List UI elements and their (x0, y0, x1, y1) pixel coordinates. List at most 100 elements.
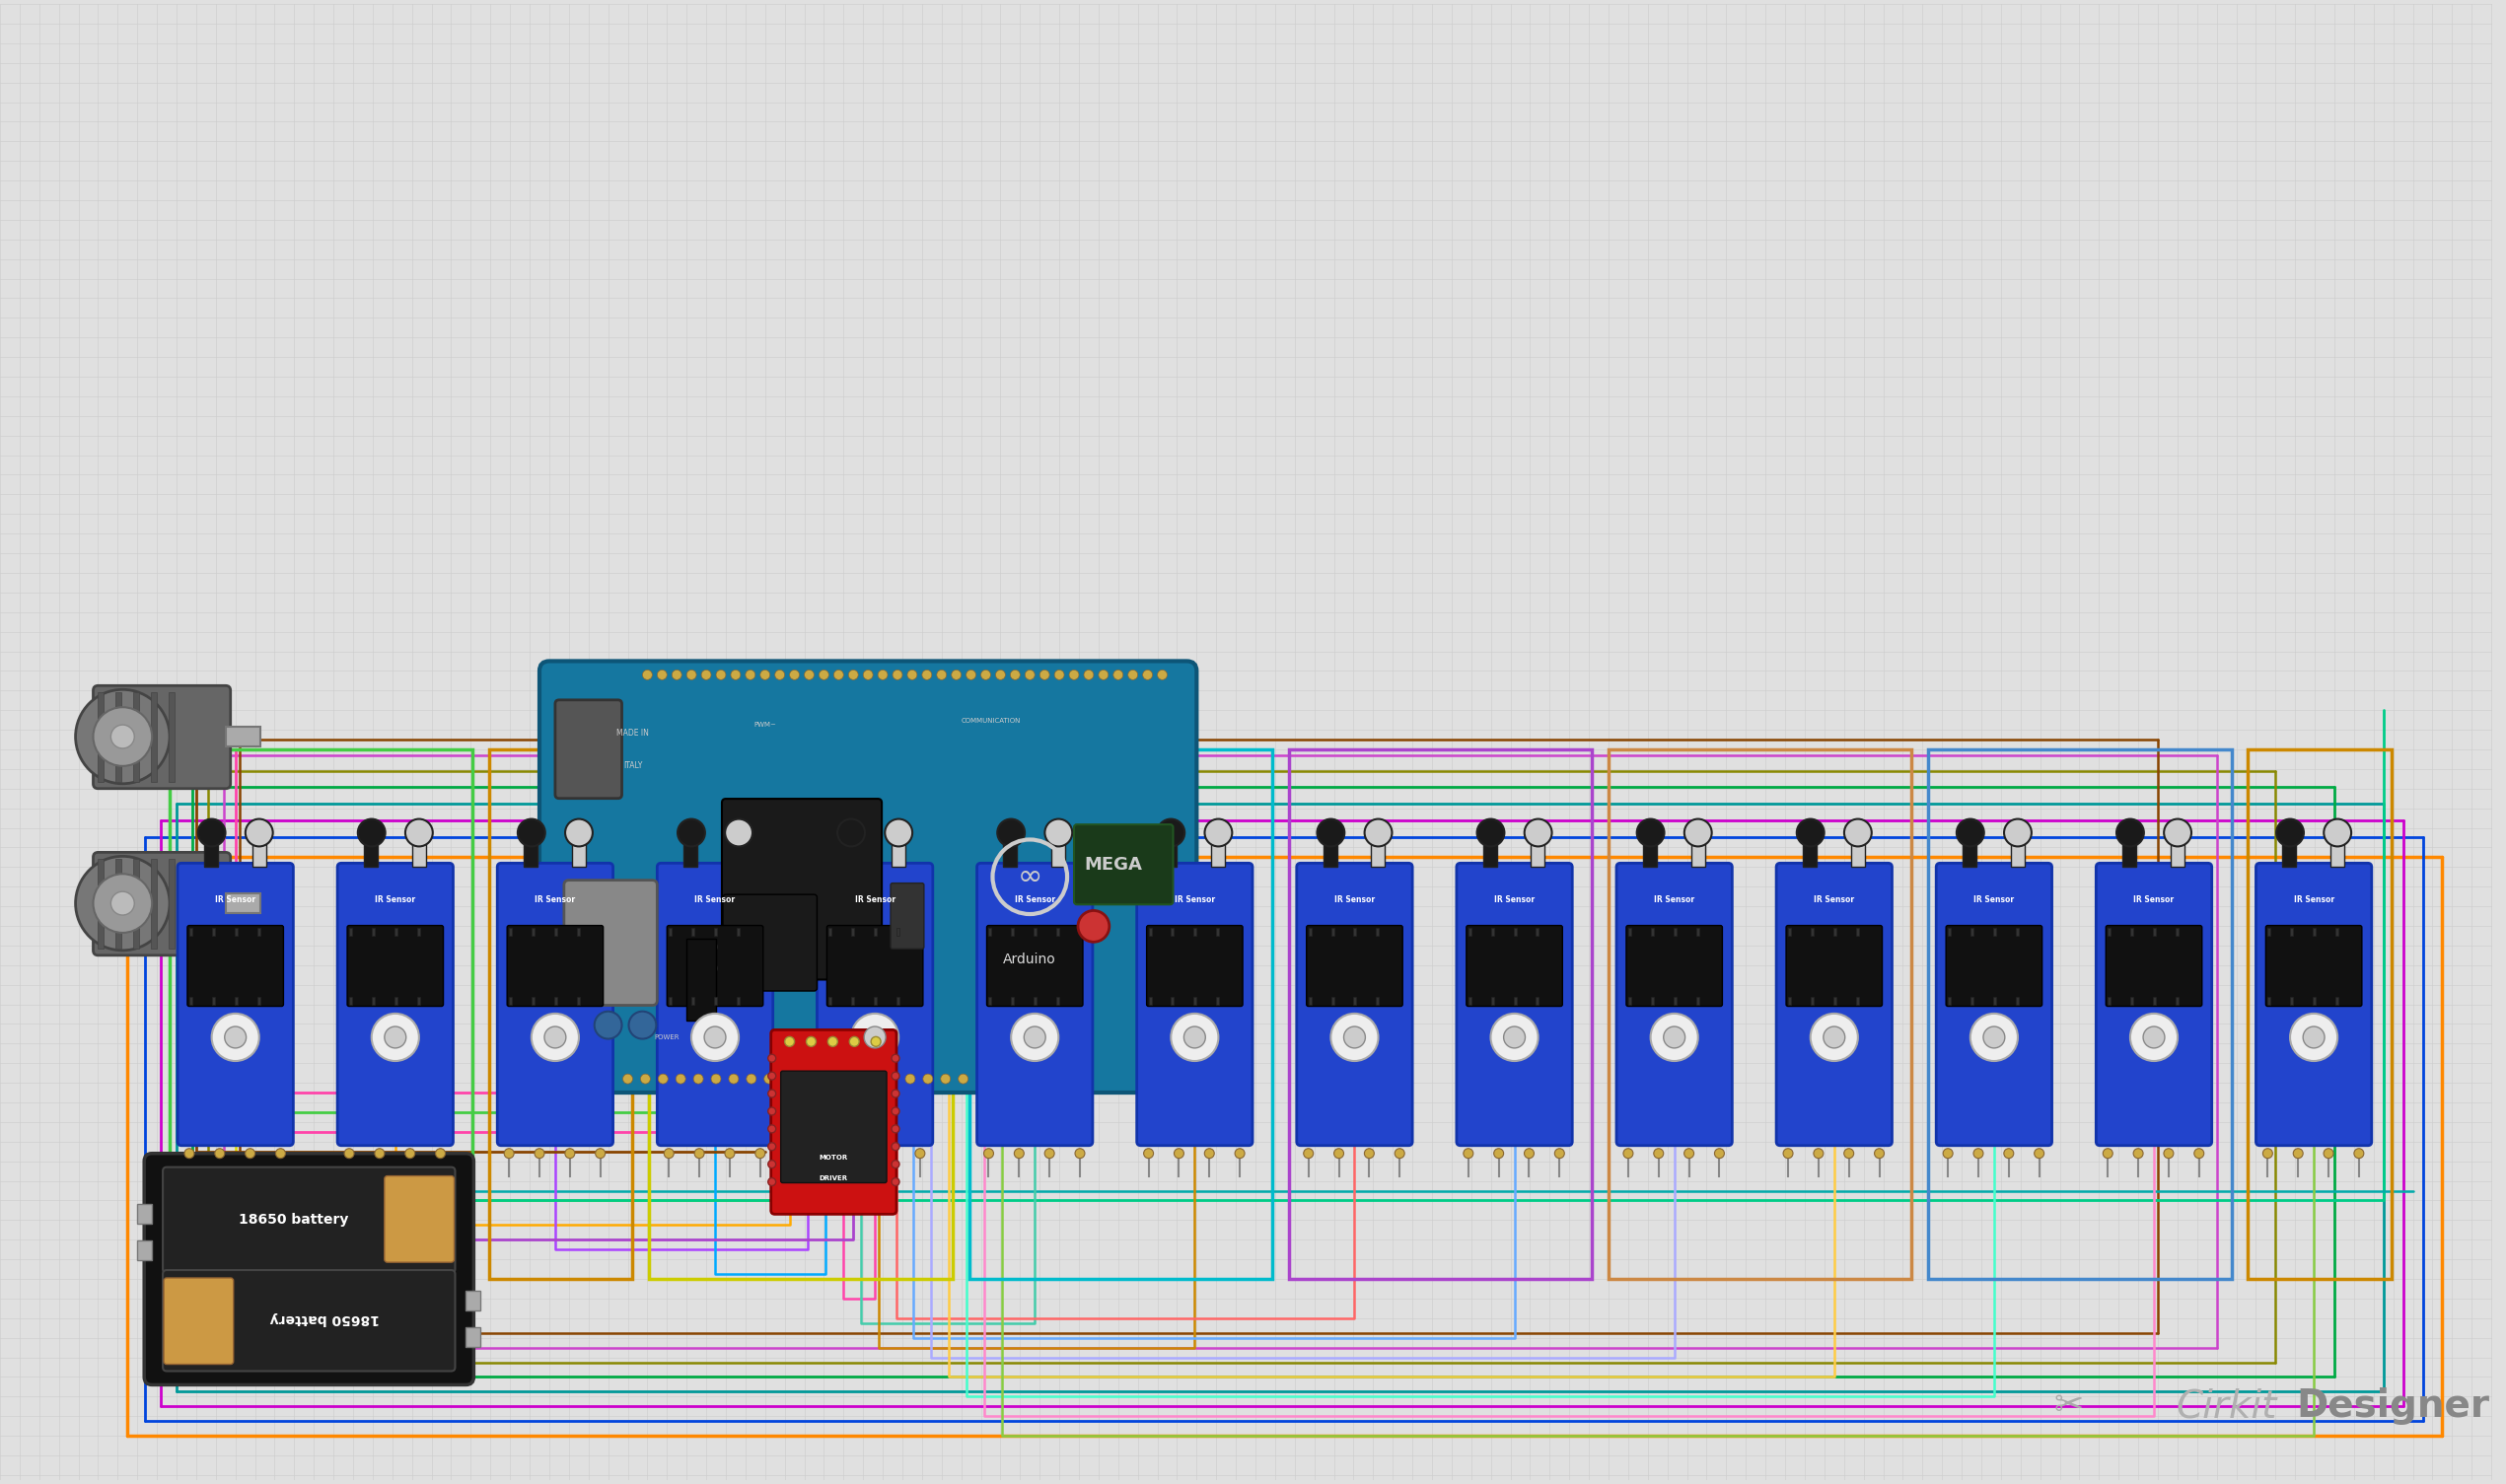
Bar (2130, 928, 2133, 935)
Circle shape (1055, 669, 1065, 680)
Bar (1491, 928, 1494, 935)
Circle shape (1809, 1014, 1857, 1061)
Circle shape (717, 669, 727, 680)
Circle shape (1015, 1149, 1025, 1159)
Circle shape (1491, 1014, 1539, 1061)
Circle shape (2293, 1149, 2303, 1159)
Circle shape (784, 1037, 794, 1046)
Circle shape (672, 669, 682, 680)
Circle shape (907, 669, 917, 680)
Circle shape (93, 874, 153, 933)
Bar (2015, 996, 2017, 1005)
FancyBboxPatch shape (93, 686, 231, 788)
Text: 18650 battery: 18650 battery (271, 1312, 378, 1325)
Bar (2153, 996, 2155, 1005)
Circle shape (2103, 1149, 2113, 1159)
Bar (489, 749, 632, 1279)
Circle shape (1524, 1149, 1534, 1159)
Circle shape (1158, 669, 1168, 680)
Circle shape (732, 669, 742, 680)
Circle shape (1205, 1149, 1215, 1159)
Circle shape (747, 1074, 757, 1083)
Circle shape (519, 819, 546, 846)
Bar (669, 928, 672, 935)
Circle shape (1982, 1027, 2005, 1048)
Bar (1692, 837, 1704, 867)
Bar (1970, 996, 1972, 1005)
Circle shape (216, 1149, 226, 1159)
Circle shape (915, 1149, 925, 1159)
Circle shape (687, 669, 697, 680)
Circle shape (276, 1149, 286, 1159)
FancyBboxPatch shape (722, 895, 817, 991)
Bar (1927, 749, 2230, 1279)
Circle shape (1942, 1149, 1952, 1159)
Circle shape (1205, 819, 1233, 846)
Circle shape (2323, 819, 2351, 846)
Bar (829, 996, 832, 1005)
Bar (236, 996, 238, 1005)
Bar (1651, 996, 1654, 1005)
Bar (714, 928, 717, 935)
Bar (1308, 996, 1311, 1005)
Bar (98, 859, 103, 948)
FancyBboxPatch shape (163, 1278, 233, 1364)
Text: IR Sensor: IR Sensor (1333, 895, 1376, 904)
FancyBboxPatch shape (782, 1071, 887, 1183)
Circle shape (642, 1074, 649, 1083)
Circle shape (852, 1014, 900, 1061)
Bar (1148, 996, 1150, 1005)
Bar (98, 693, 103, 782)
Bar (649, 749, 952, 1279)
Bar (1857, 928, 1859, 935)
Circle shape (1844, 819, 1872, 846)
Bar (1058, 996, 1060, 1005)
Circle shape (2163, 1149, 2173, 1159)
Bar (524, 837, 536, 867)
Circle shape (383, 1027, 406, 1048)
Bar (737, 928, 739, 935)
Circle shape (852, 1074, 862, 1083)
Circle shape (1333, 1149, 1343, 1159)
Circle shape (877, 669, 887, 680)
FancyBboxPatch shape (383, 1175, 454, 1263)
FancyBboxPatch shape (1138, 864, 1253, 1146)
Circle shape (767, 1089, 777, 1098)
Circle shape (789, 669, 799, 680)
Bar (138, 1241, 153, 1260)
Circle shape (694, 1149, 704, 1159)
Circle shape (892, 669, 902, 680)
FancyBboxPatch shape (1937, 864, 2052, 1146)
Bar (168, 693, 175, 782)
Circle shape (343, 1149, 353, 1159)
Text: ∞: ∞ (1017, 862, 1042, 890)
Bar (714, 996, 717, 1005)
Bar (2268, 928, 2270, 935)
Bar (1651, 928, 1654, 935)
Circle shape (940, 1074, 950, 1083)
Circle shape (922, 669, 932, 680)
Bar (1491, 996, 1494, 1005)
Bar (692, 996, 694, 1005)
Bar (737, 996, 739, 1005)
FancyBboxPatch shape (1466, 926, 1561, 1006)
Circle shape (885, 819, 912, 846)
Circle shape (1070, 669, 1080, 680)
Bar (732, 837, 744, 867)
Text: ANALOG IN: ANALOG IN (804, 1034, 842, 1040)
Bar (1170, 996, 1175, 1005)
Bar (1629, 928, 1631, 935)
Circle shape (724, 819, 752, 846)
Circle shape (376, 1149, 383, 1159)
Bar (253, 837, 266, 867)
Circle shape (759, 669, 769, 680)
Bar (1609, 749, 1912, 1279)
Bar (203, 837, 218, 867)
Circle shape (1797, 819, 1824, 846)
Text: IR Sensor: IR Sensor (1814, 895, 1854, 904)
Bar (1812, 928, 1814, 935)
Bar (466, 1327, 481, 1346)
Circle shape (712, 1074, 722, 1083)
Bar (2336, 996, 2338, 1005)
Circle shape (1010, 1014, 1058, 1061)
